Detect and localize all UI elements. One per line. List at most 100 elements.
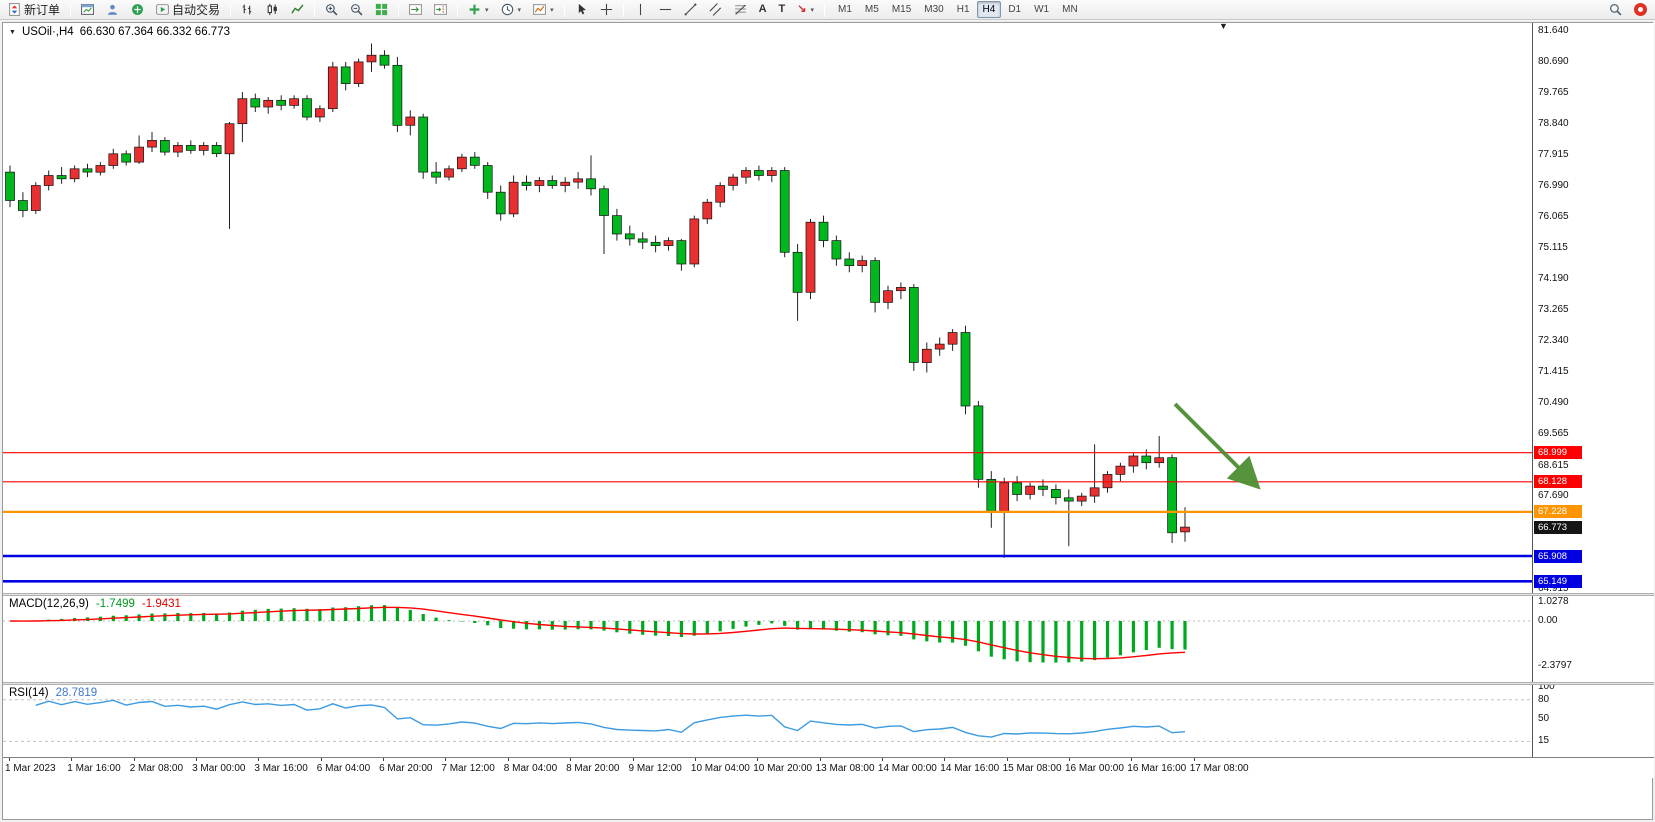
time-axis-tick — [632, 758, 634, 761]
time-axis-tick — [71, 758, 73, 761]
templates-icon — [533, 3, 547, 16]
time-axis-tick — [819, 758, 821, 761]
trend-arrow — [1173, 402, 1261, 490]
toolbar-separator — [824, 2, 825, 17]
price-axis-label: 70.490 — [1538, 396, 1569, 408]
collapse-triangle-icon[interactable]: ▼ — [9, 28, 16, 36]
toolbar-separator — [230, 2, 232, 17]
chart-window[interactable]: ▼ USOil·,H4 66.630 67.364 66.332 66.773 … — [2, 22, 1654, 820]
time-axis-separator — [3, 757, 1654, 758]
line-chart-icon — [291, 3, 304, 16]
cursor-icon — [575, 3, 588, 16]
macd-histogram — [21, 605, 1187, 663]
toolbar-separator — [314, 2, 316, 17]
add-indicator-button[interactable]: ▾ — [463, 1, 494, 19]
rsi-chart[interactable] — [3, 685, 1532, 757]
candlestick-chart-button[interactable] — [261, 1, 284, 19]
timeframe-m5-button[interactable]: M5 — [864, 4, 879, 15]
tile-windows-button[interactable] — [370, 1, 393, 19]
search-button[interactable] — [1604, 1, 1627, 19]
auto-scroll-icon — [409, 3, 423, 16]
candles — [5, 43, 1190, 558]
price-axis-label: 77.915 — [1538, 148, 1569, 160]
price-chart-panel[interactable]: ▼ USOil·,H4 66.630 67.364 66.332 66.773 … — [3, 23, 1532, 593]
chevron-down-icon: ▾ — [485, 6, 489, 14]
time-axis-tick — [133, 758, 135, 761]
chart-window-icon — [81, 3, 95, 16]
macd-axis-label: -2.3797 — [1538, 660, 1572, 672]
timeframe-m30-button[interactable]: M30 — [924, 4, 944, 15]
time-axis-tick — [757, 758, 759, 761]
cursor-button[interactable] — [570, 1, 593, 19]
toolbar-separator — [70, 2, 72, 17]
periods-button[interactable]: ▾ — [496, 1, 527, 19]
trendline-button[interactable] — [679, 1, 702, 19]
rsi-panel[interactable]: RSI(14) 28.7819 — [3, 685, 1532, 757]
timeframe-m1-button[interactable]: M1 — [838, 4, 852, 15]
line-chart-button[interactable] — [286, 1, 309, 19]
timeframe-d1-button[interactable]: D1 — [1008, 4, 1022, 15]
macd-panel[interactable]: MACD(12,26,9) -1.7499 -1.9431 — [3, 596, 1532, 682]
text-label-button[interactable]: T — [774, 1, 791, 19]
chart-ohlc: 66.630 67.364 66.332 66.773 — [79, 26, 230, 38]
channel-button[interactable] — [704, 1, 727, 19]
price-axis-label: 72.340 — [1538, 335, 1569, 347]
zoom-out-button[interactable] — [345, 1, 368, 19]
time-axis-tick — [383, 758, 385, 761]
toolbar-separator — [563, 2, 565, 17]
panel-splitter[interactable] — [3, 593, 1654, 596]
templates-button[interactable]: ▾ — [528, 1, 559, 19]
bars-chart-button[interactable] — [236, 1, 259, 19]
new-order-button[interactable]: 新订单 — [3, 1, 65, 19]
chevron-down-icon: ▾ — [810, 6, 814, 14]
chart-shift-button[interactable] — [429, 1, 452, 19]
panel-splitter[interactable] — [3, 682, 1654, 685]
price-axis-label: 67.690 — [1538, 490, 1569, 502]
timeframe-m15-button[interactable]: M15 — [891, 4, 912, 15]
timeframe-h4-button[interactable]: H4 — [976, 1, 1002, 18]
candlestick-chart[interactable] — [3, 23, 1532, 593]
rsi-axis-label: 15 — [1538, 735, 1550, 747]
chart-window-button[interactable] — [76, 1, 99, 19]
fibonacci-icon — [734, 3, 747, 16]
time-axis-label: 3 Mar 16:00 — [254, 763, 308, 774]
time-axis-tick — [1193, 758, 1195, 761]
price-level-badge: 65.908 — [1534, 549, 1582, 563]
zoom-in-icon — [325, 3, 338, 16]
rsi-axis-label: 50 — [1538, 713, 1550, 724]
price-axis-label: 76.065 — [1538, 210, 1569, 222]
macd-chart[interactable] — [3, 596, 1532, 682]
horizontal-line-button[interactable] — [654, 1, 677, 19]
autotrading-button[interactable]: 自动交易 — [151, 1, 225, 19]
time-axis-label: 3 Mar 00:00 — [192, 763, 246, 774]
time-axis-tick — [881, 758, 883, 761]
zoom-in-button[interactable] — [320, 1, 343, 19]
new-order-icon — [8, 3, 21, 16]
price-axis[interactable]: 81.640 80.690 79.765 78.840 77.915 76.990 76.0… — [1532, 23, 1654, 778]
auto-scroll-button[interactable] — [404, 1, 427, 19]
crosshair-button[interactable] — [595, 1, 618, 19]
profiles-button[interactable] — [101, 1, 124, 19]
time-axis[interactable]: 1 Mar 2023 1 Mar 16:00 2 Mar 08:00 3 Mar 00… — [3, 758, 1654, 778]
vertical-line-button[interactable] — [629, 1, 652, 19]
timeframe-mn-button[interactable]: MN — [1062, 4, 1078, 15]
text-button[interactable]: A — [754, 1, 772, 19]
crosshair-icon — [600, 3, 613, 16]
toolbar-separator — [457, 2, 459, 17]
chart-shift-marker-icon[interactable]: ▼ — [1219, 23, 1228, 31]
chevron-down-icon: ▾ — [517, 6, 522, 14]
fibonacci-button[interactable] — [729, 1, 752, 19]
time-axis-label: 16 Mar 00:00 — [1065, 763, 1124, 774]
time-axis-tick — [944, 758, 946, 761]
toolbar: 新订单 自动交易 ▾ ▾ ▾ A T ↘ ▾ — [0, 0, 1655, 20]
timeframe-h1-button[interactable]: H1 — [956, 4, 970, 15]
macd-axis-label: 1.0278 — [1538, 595, 1569, 607]
timeframe-w1-button[interactable]: W1 — [1034, 4, 1050, 15]
time-axis-label: 16 Mar 16:00 — [1127, 763, 1187, 774]
market-watch-button[interactable] — [126, 1, 149, 19]
macd-signal-line — [9, 606, 1186, 660]
arrows-button[interactable]: ↘ ▾ — [792, 1, 819, 19]
time-axis-tick — [694, 758, 696, 761]
notification-button[interactable] — [1629, 1, 1652, 19]
